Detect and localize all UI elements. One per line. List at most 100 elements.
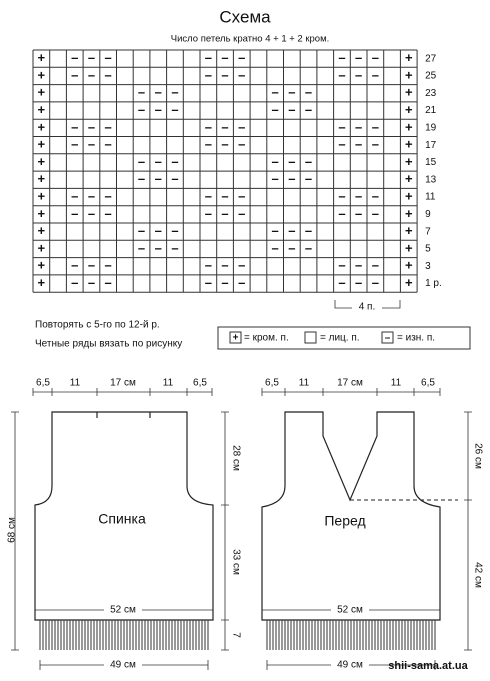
cell-symbol: + — [38, 240, 46, 255]
cell-symbol: + — [405, 50, 413, 65]
cell-symbol: – — [372, 188, 379, 203]
legend-symbol: + — [233, 333, 239, 344]
cell-symbol: – — [88, 188, 95, 203]
cell-symbol: + — [38, 85, 46, 100]
cell-symbol: – — [288, 171, 295, 186]
dim: 6,5 — [36, 378, 50, 389]
dim: 28 см — [230, 445, 241, 471]
cell-symbol: – — [155, 85, 162, 100]
cell-symbol: + — [38, 102, 46, 117]
cell-symbol: – — [221, 258, 228, 273]
cell-symbol: – — [338, 188, 345, 203]
cell-symbol: – — [238, 258, 245, 273]
piece-title: Спинка — [98, 511, 146, 527]
cell-symbol: – — [272, 102, 279, 117]
cell-symbol: – — [272, 223, 279, 238]
row-label: 15 — [425, 157, 437, 168]
cell-symbol: – — [338, 206, 345, 221]
cell-symbol: – — [355, 275, 362, 290]
cell-symbol: – — [221, 119, 228, 134]
dim: 6,5 — [193, 378, 207, 389]
front-piece: 6,5 11 17 см 11 6,5 26 см 42 см Перед 52… — [261, 378, 483, 671]
cell-symbol: + — [405, 258, 413, 273]
dim: 11 — [391, 378, 402, 389]
cell-symbol: + — [405, 240, 413, 255]
cell-symbol: – — [238, 50, 245, 65]
cell-symbol: – — [355, 188, 362, 203]
cell-symbol: – — [272, 240, 279, 255]
cell-symbol: – — [138, 223, 145, 238]
cell-symbol: – — [205, 119, 212, 134]
cell-symbol: + — [38, 137, 46, 152]
cell-symbol: – — [171, 223, 178, 238]
row-label: 13 — [425, 174, 437, 185]
row-label: 21 — [425, 105, 437, 116]
cell-symbol: – — [88, 258, 95, 273]
cell-symbol: + — [405, 188, 413, 203]
cell-symbol: + — [38, 188, 46, 203]
cell-symbol: – — [288, 102, 295, 117]
cell-symbol: – — [155, 154, 162, 169]
cell-symbol: + — [405, 119, 413, 134]
cell-symbol: – — [221, 206, 228, 221]
note: Четные ряды вязать по рисунку — [35, 339, 182, 350]
repeat-label: 4 п. — [359, 302, 376, 313]
legend-icon — [381, 331, 394, 344]
cell-symbol: – — [221, 50, 228, 65]
cell-symbol: – — [205, 206, 212, 221]
dim: 11 — [70, 378, 81, 389]
cell-symbol: – — [221, 188, 228, 203]
cell-symbol: – — [138, 171, 145, 186]
cell-symbol: – — [88, 119, 95, 134]
row-label: 23 — [425, 88, 437, 99]
cell-symbol: – — [105, 275, 112, 290]
cell-symbol: – — [71, 188, 78, 203]
cell-symbol: + — [38, 67, 46, 82]
cell-symbol: – — [221, 67, 228, 82]
cell-symbol: – — [305, 223, 312, 238]
cell-symbol: – — [272, 154, 279, 169]
cell-symbol: – — [71, 206, 78, 221]
cell-symbol: – — [205, 188, 212, 203]
cell-symbol: – — [238, 119, 245, 134]
cell-symbol: + — [405, 67, 413, 82]
row-label: 5 — [425, 244, 431, 255]
cell-symbol: – — [205, 67, 212, 82]
row-label: 11 — [425, 192, 436, 203]
cell-symbol: – — [88, 67, 95, 82]
cell-symbol: – — [238, 188, 245, 203]
cell-symbol: – — [238, 275, 245, 290]
dim: 6,5 — [421, 378, 435, 389]
cell-symbol: – — [221, 275, 228, 290]
cell-symbol: – — [138, 85, 145, 100]
cell-symbol: – — [372, 137, 379, 152]
back-piece: 6,5 11 17 см 11 6,5 68 см 28 см 33 см 7 … — [7, 378, 241, 671]
cell-symbol: + — [38, 171, 46, 186]
dim: 49 см — [110, 660, 136, 671]
cell-symbol: + — [38, 206, 46, 221]
dim: 7 — [230, 632, 241, 638]
cell-symbol: – — [372, 67, 379, 82]
repeat-bg — [352, 300, 382, 314]
cell-symbol: – — [338, 258, 345, 273]
cell-symbol: – — [355, 258, 362, 273]
cell-symbol: – — [71, 275, 78, 290]
cell-symbol: – — [305, 171, 312, 186]
cell-symbol: + — [405, 85, 413, 100]
cell-symbol: – — [338, 275, 345, 290]
cell-symbol: – — [88, 137, 95, 152]
dim: 11 — [299, 378, 310, 389]
watermark: shii-sama.at.ua — [388, 660, 468, 672]
cell-symbol: + — [38, 50, 46, 65]
row-label: 1 р. — [425, 278, 442, 289]
cell-symbol: – — [155, 102, 162, 117]
cell-symbol: – — [305, 85, 312, 100]
legend-label: = изн. п. — [397, 333, 435, 344]
cell-symbol: – — [88, 206, 95, 221]
cell-symbol: – — [305, 240, 312, 255]
legend-symbol: – — [385, 333, 391, 344]
cell-symbol: – — [105, 188, 112, 203]
cell-symbol: – — [138, 240, 145, 255]
cell-symbol: – — [105, 206, 112, 221]
cell-symbol: – — [355, 50, 362, 65]
